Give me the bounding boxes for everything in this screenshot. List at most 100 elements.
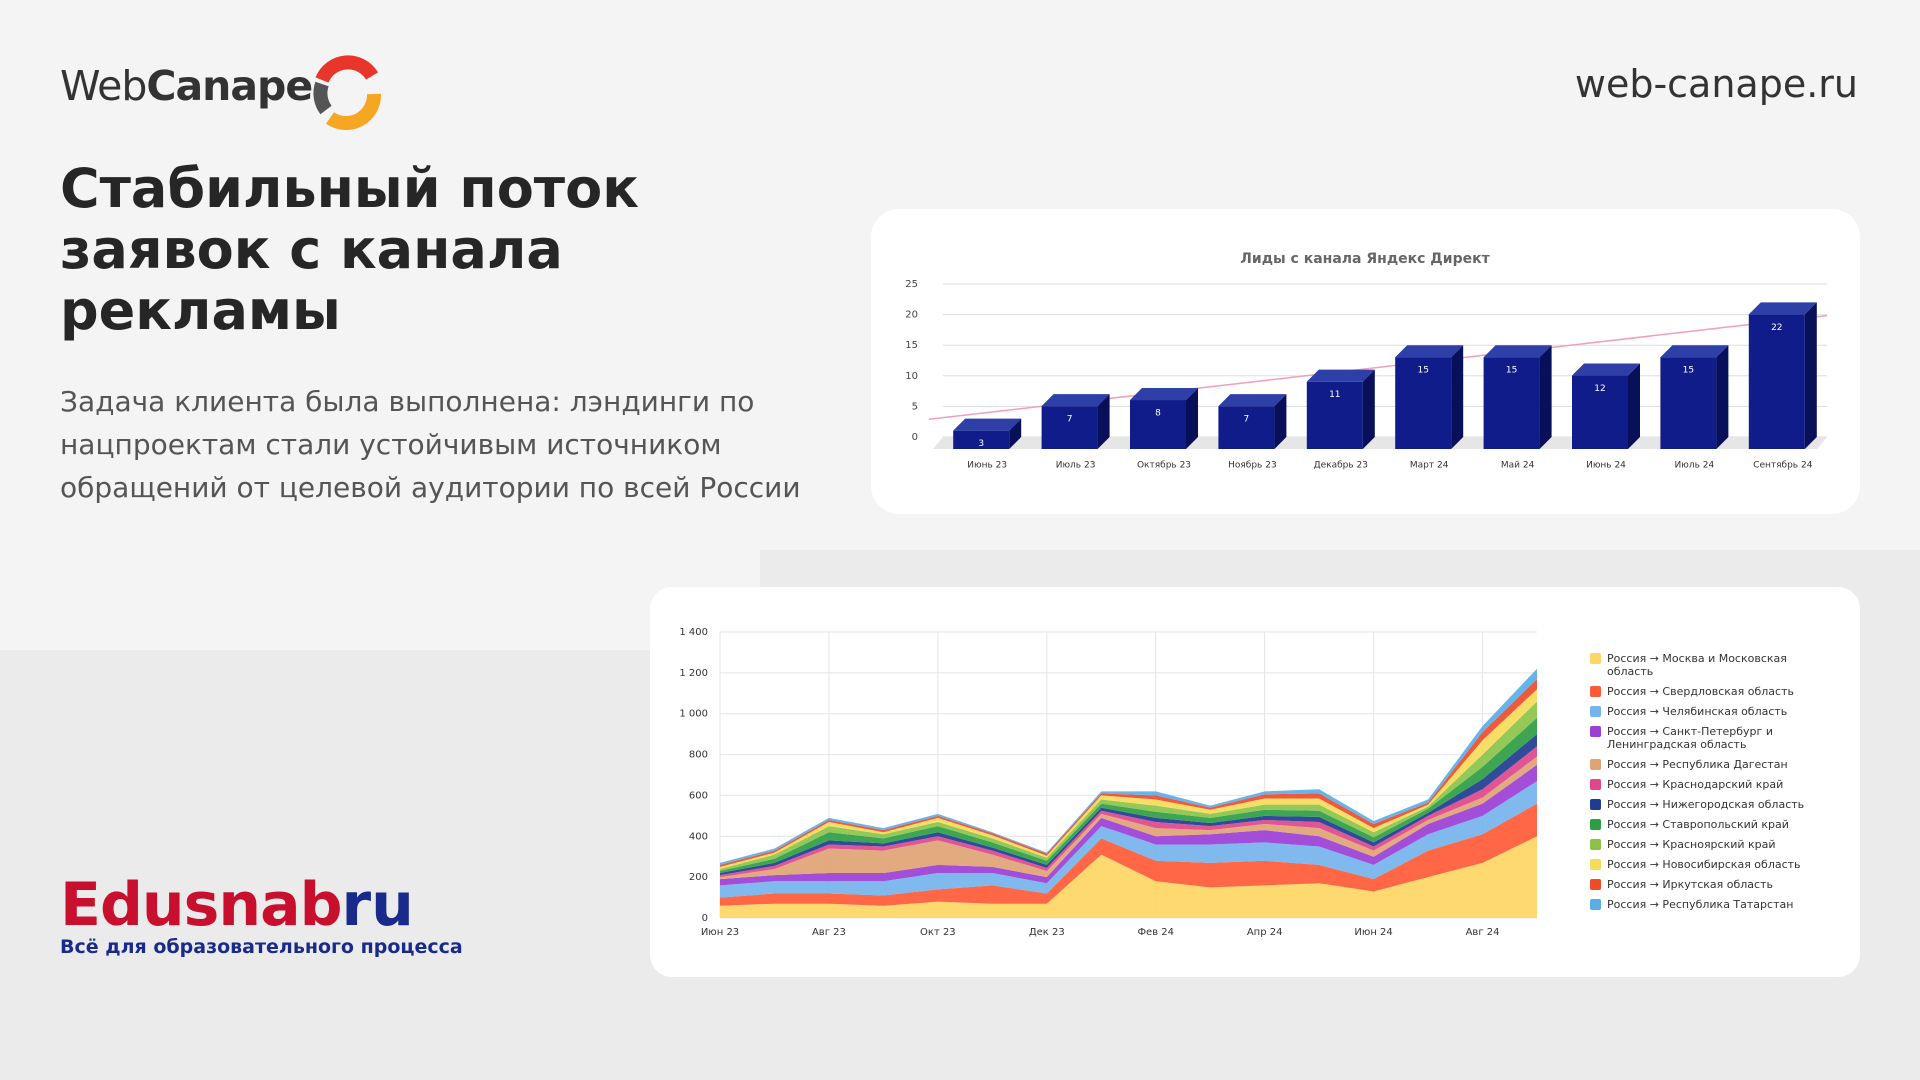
data-label: 12: [1594, 384, 1605, 394]
bar: [1572, 375, 1628, 449]
data-label: 8: [1155, 409, 1161, 419]
data-label: 7: [1067, 415, 1073, 425]
legend-label: Россия → Нижегородская область: [1607, 798, 1805, 811]
legend-item: Россия → Краснодарский край: [1590, 778, 1830, 791]
site-url: web-canape.ru: [1574, 62, 1858, 106]
area: [720, 678, 1537, 867]
x-tick-label: Сентябрь 24: [1753, 461, 1813, 471]
y-tick-label: 0: [702, 913, 708, 924]
x-tick-label: Дек 23: [1029, 927, 1065, 938]
logo-bold: Canape: [146, 62, 313, 110]
area: [720, 781, 1537, 898]
legend-item: Россия → Иркутская область: [1590, 878, 1830, 891]
headline: Стабильный поток заявок с канала рекламы: [60, 157, 639, 342]
bar-side: [1451, 345, 1464, 449]
y-tick-label: 25: [905, 279, 918, 290]
y-tick-label: 15: [905, 340, 918, 351]
legend-swatch: [1590, 819, 1601, 830]
edusnab-tld: ru: [341, 870, 414, 940]
legend-swatch: [1590, 706, 1601, 717]
bar: [1483, 357, 1540, 449]
bar-side: [1274, 394, 1287, 449]
legend-label: Россия → Москва и Московская область: [1607, 652, 1787, 678]
area: [720, 756, 1537, 880]
legend-swatch: [1590, 686, 1601, 697]
bar-side: [1097, 394, 1110, 449]
legend-label: Россия → Республика Татарстан: [1607, 898, 1794, 911]
x-tick-label: Май 24: [1501, 461, 1535, 471]
y-tick-label: 1 000: [679, 709, 708, 720]
area: [720, 836, 1537, 918]
data-label: 11: [1329, 390, 1340, 400]
y-tick-label: 600: [689, 790, 708, 801]
bar-top: [1748, 302, 1817, 315]
legend-label: Россия → Свердловская область: [1607, 685, 1794, 698]
logo-icon: [313, 55, 381, 131]
legend-swatch: [1590, 779, 1601, 790]
data-label: 15: [1506, 366, 1517, 376]
y-tick-label: 400: [689, 831, 708, 842]
legend-item: Россия → Нижегородская область: [1590, 798, 1830, 811]
x-tick-label: Декабрь 23: [1314, 461, 1368, 471]
bar: [1395, 357, 1452, 449]
bar-top: [1395, 345, 1464, 358]
legend-label: Россия → Ставропольский край: [1607, 818, 1789, 831]
legend-swatch: [1590, 839, 1601, 850]
bar-side: [1804, 302, 1817, 449]
legend-item: Россия → Новосибирская область: [1590, 858, 1830, 871]
bar-top: [1130, 388, 1198, 401]
area: [720, 717, 1537, 874]
y-tick-label: 20: [905, 310, 918, 321]
x-tick-label: Авг 24: [1466, 927, 1500, 938]
x-tick-label: Июн 24: [1354, 927, 1392, 938]
y-tick-label: 1 400: [679, 627, 708, 638]
legend-swatch: [1590, 899, 1601, 910]
legend-swatch: [1590, 859, 1601, 870]
x-tick-label: Октябрь 23: [1137, 461, 1191, 471]
x-tick-label: Ноябрь 23: [1228, 461, 1277, 471]
bar: [1130, 400, 1186, 449]
bar-top: [1572, 363, 1640, 376]
legend-swatch: [1590, 726, 1601, 737]
edusnab-logo: Edusnabru Всё для образовательного проце…: [60, 870, 463, 958]
bar-side: [1716, 345, 1729, 449]
legend-item: Россия → Красноярский край: [1590, 838, 1830, 851]
legend: Россия → Москва и Московская область Росс…: [1590, 652, 1830, 918]
bar: [953, 430, 1010, 449]
bar: [1218, 406, 1275, 449]
bar-top: [1218, 394, 1287, 407]
edusnab-name: Edusnab: [60, 870, 343, 940]
bar-side: [1539, 345, 1552, 449]
legend-label: Россия → Новосибирская область: [1607, 858, 1801, 871]
data-label: 22: [1771, 323, 1782, 333]
bar: [1660, 357, 1717, 449]
background: [0, 550, 760, 650]
bar-top: [1306, 369, 1375, 382]
legend-item: Россия → Ставропольский край: [1590, 818, 1830, 831]
legend-label: Россия → Санкт-Петербург и Ленинградская…: [1607, 725, 1773, 751]
logo: WebCanape: [60, 62, 313, 110]
legend-label: Россия → Краснодарский край: [1607, 778, 1784, 791]
area: [720, 689, 1537, 869]
bar-side: [1186, 388, 1198, 449]
x-tick-label: Июн 23: [701, 927, 739, 938]
y-tick-label: 200: [689, 872, 708, 883]
legend-swatch: [1590, 799, 1601, 810]
bar: [1748, 314, 1805, 449]
x-tick-label: Фев 24: [1137, 927, 1174, 938]
bar-top: [1660, 345, 1729, 358]
legend-label: Россия → Республика Дагестан: [1607, 758, 1788, 771]
y-tick-label: 800: [689, 750, 708, 761]
legend-item: Россия → Республика Татарстан: [1590, 898, 1830, 911]
legend-swatch: [1590, 653, 1601, 664]
legend-item: Россия → Свердловская область: [1590, 685, 1830, 698]
bar-top: [953, 418, 1022, 431]
legend-label: Россия → Красноярский край: [1607, 838, 1776, 851]
x-tick-label: Июль 23: [1056, 461, 1096, 471]
x-tick-label: Июль 24: [1675, 461, 1715, 471]
x-tick-label: Июнь 24: [1586, 461, 1626, 471]
bar: [1041, 406, 1098, 449]
data-label: 15: [1683, 366, 1694, 376]
